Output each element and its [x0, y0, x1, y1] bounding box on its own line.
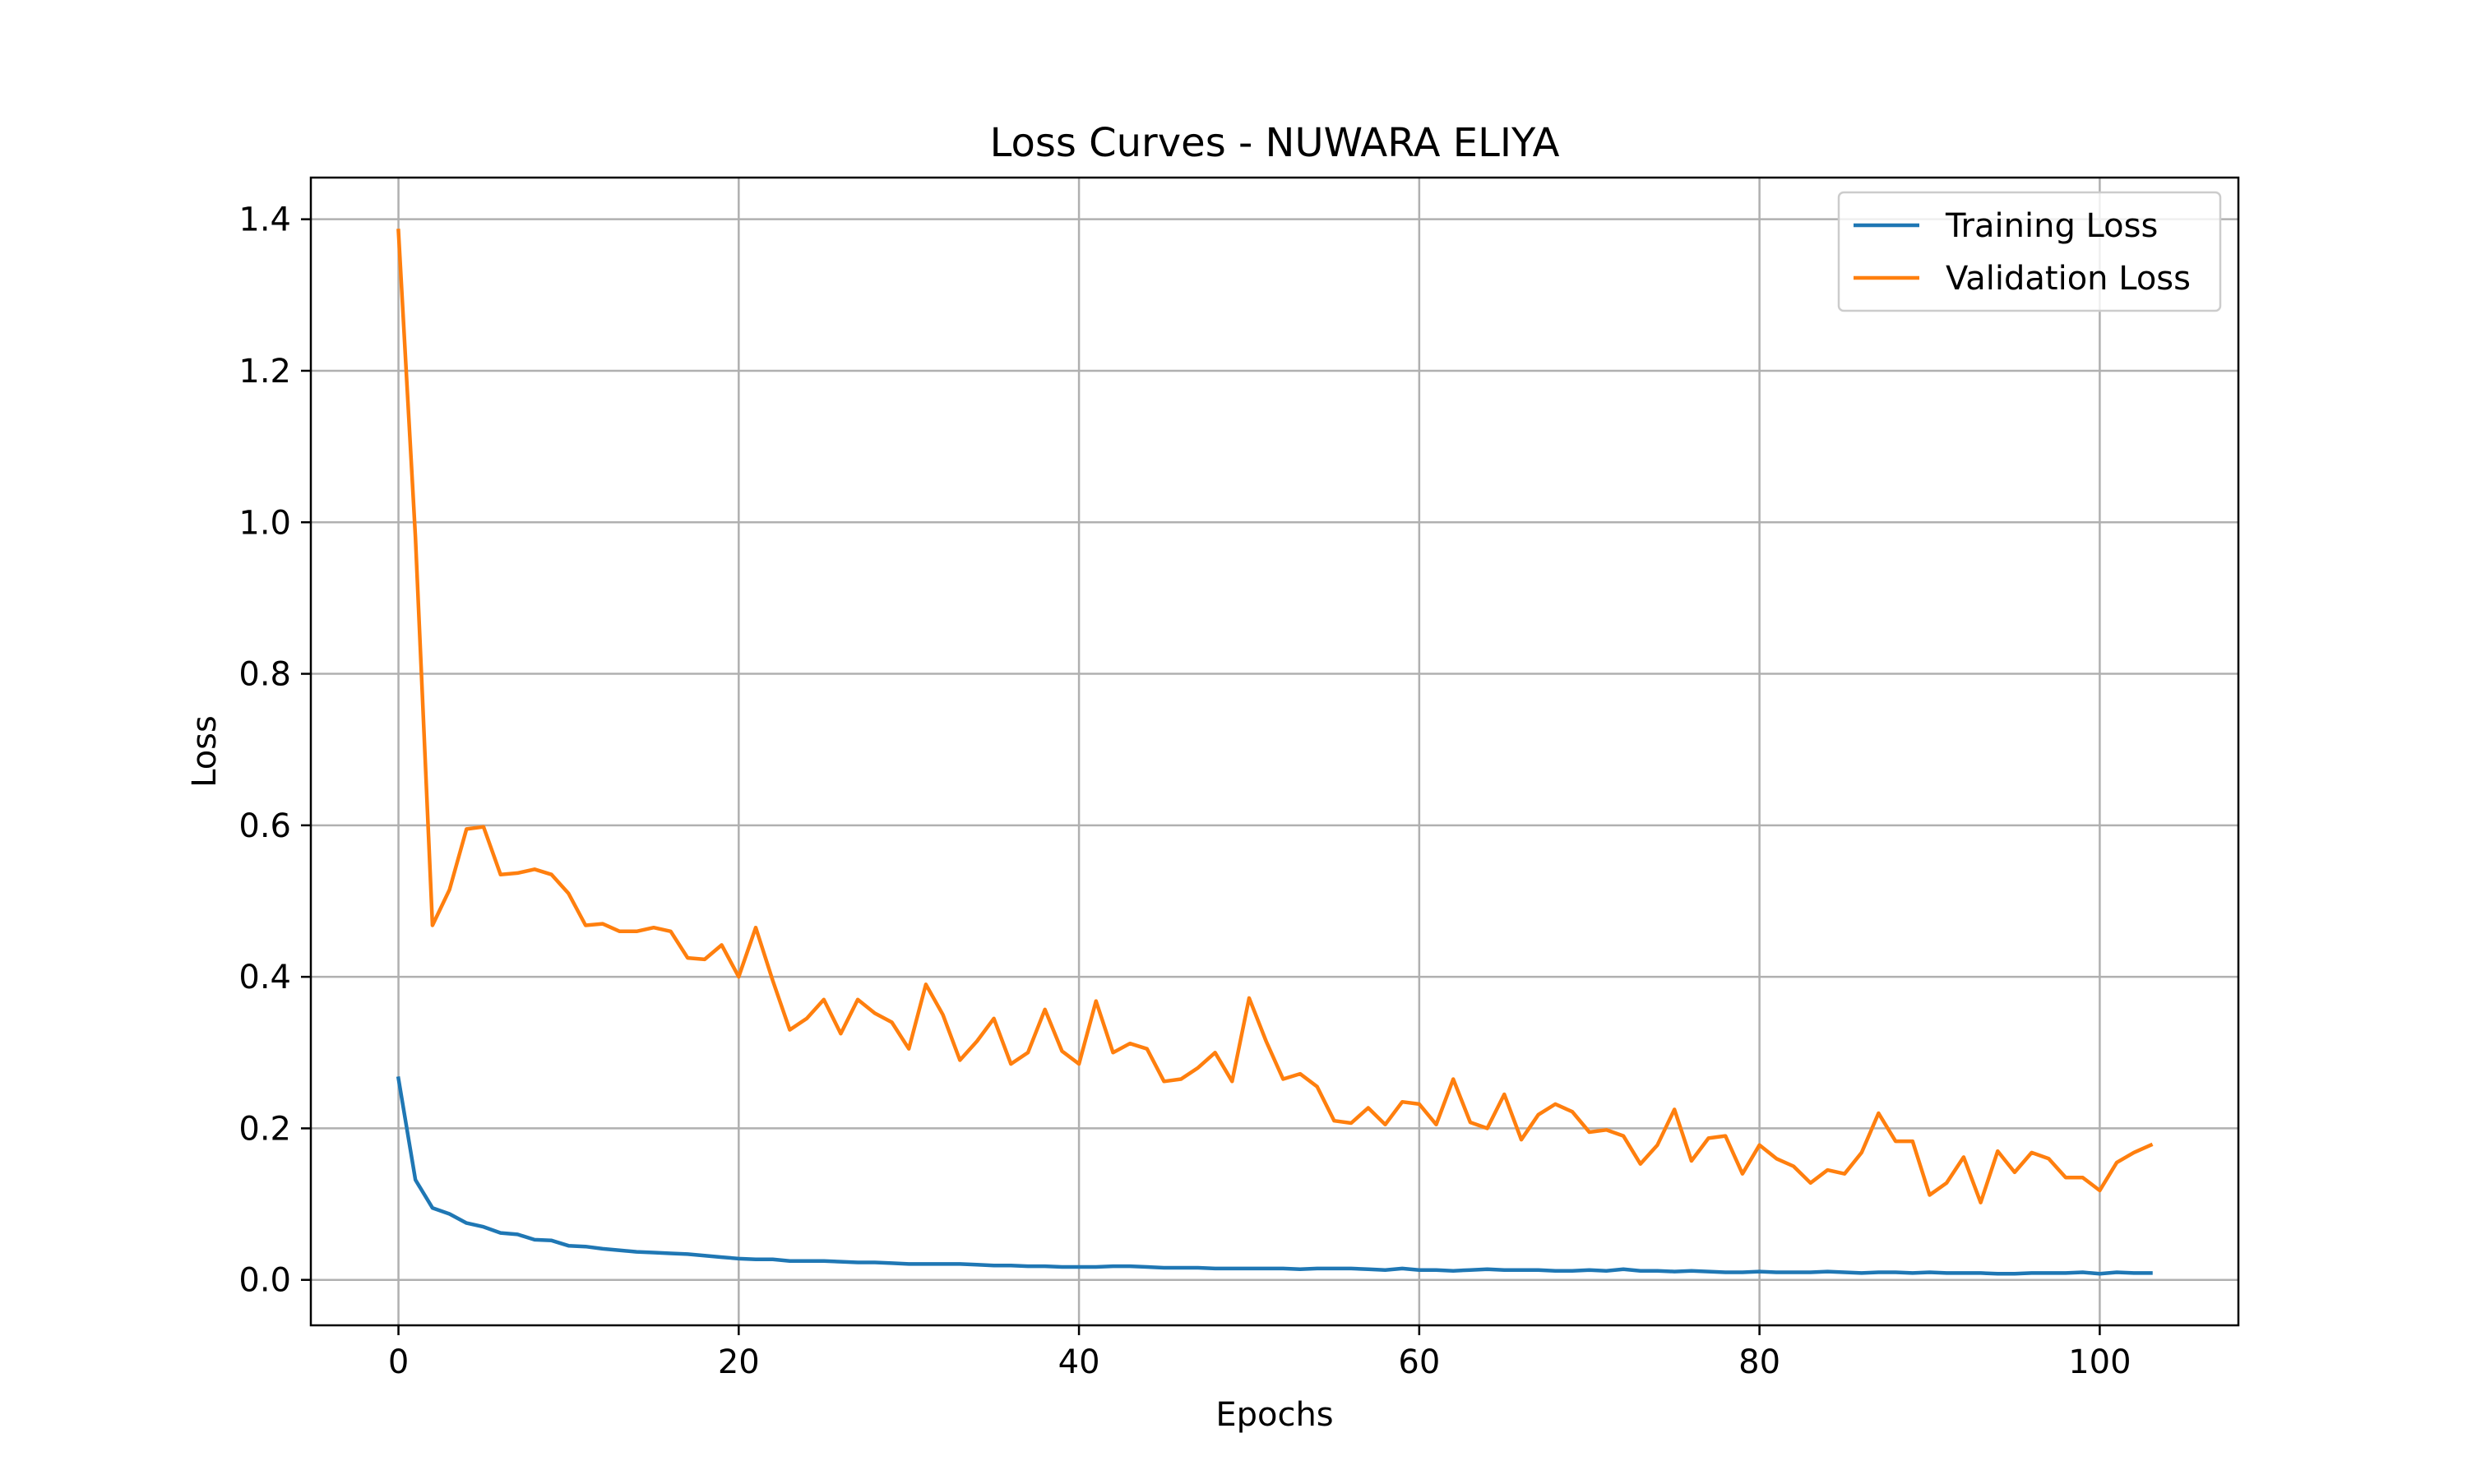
- legend-label: Training Loss: [1945, 207, 2158, 245]
- legend-box: [1837, 191, 2222, 312]
- x-tick-label: 60: [1398, 1343, 1440, 1381]
- y-axis-label: Loss: [186, 715, 224, 788]
- x-tick-label: 0: [388, 1343, 409, 1381]
- y-tick-label: 0.0: [238, 1262, 291, 1300]
- plot-frame: [309, 176, 2240, 1327]
- y-tick-label: 1.2: [238, 353, 291, 391]
- series-group: [396, 229, 2154, 1276]
- legend-label: Validation Loss: [1946, 260, 2191, 298]
- x-tick-label: 20: [718, 1343, 760, 1381]
- y-tick-label: 0.6: [238, 807, 291, 845]
- y-tick-label: 0.2: [238, 1110, 291, 1148]
- grid: [311, 178, 2238, 1325]
- validation-loss-line: [396, 229, 2154, 1204]
- y-tick-label: 1.4: [238, 201, 291, 239]
- y-tick-label: 0.8: [238, 656, 291, 694]
- training-loss-line: [396, 1076, 2153, 1276]
- x-axis-label: Epochs: [1215, 1396, 1333, 1434]
- chart-title: Loss Curves - NUWARA ELIYA: [990, 120, 1560, 166]
- axis-ticks: 0 20 40 60 80 100 0.0 0.2 0.4 0.6 0.8 1.0 1.2 1.4: [238, 201, 2131, 1381]
- legend: Training Loss Validation Loss: [1837, 191, 2222, 312]
- x-tick-label: 40: [1058, 1343, 1100, 1381]
- x-tick-label: 80: [1738, 1343, 1780, 1381]
- x-tick-label: 100: [2068, 1343, 2131, 1381]
- y-tick-label: 1.0: [238, 504, 291, 542]
- y-tick-label: 0.4: [238, 959, 291, 996]
